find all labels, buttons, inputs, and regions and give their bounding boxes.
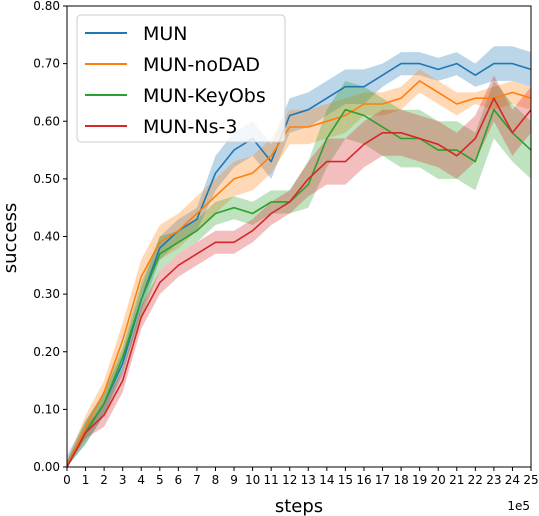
x-tick-label: 3 xyxy=(119,473,127,487)
x-tick-label: 10 xyxy=(245,473,260,487)
y-axis-ticks: 0.00 0.10 0.20 0.30 0.40 0.50 0.60 0.70 0.80 xyxy=(33,0,67,474)
x-tick-label: 13 xyxy=(301,473,316,487)
x-tick-label: 22 xyxy=(468,473,483,487)
x-tick-label: 24 xyxy=(505,473,520,487)
x-tick-label: 17 xyxy=(375,473,390,487)
x-tick-label: 8 xyxy=(212,473,220,487)
x-tick-label: 1 xyxy=(82,473,90,487)
series-line-1 xyxy=(66,80,532,468)
y-axis-label: success xyxy=(0,203,21,273)
y-tick-label: 0.70 xyxy=(33,57,60,71)
x-tick-label: 16 xyxy=(356,473,371,487)
legend-box xyxy=(76,14,286,143)
x-tick-label: 20 xyxy=(431,473,446,487)
x-axis-label: steps xyxy=(275,496,323,516)
y-tick-label: 0.00 xyxy=(33,460,60,474)
x-axis-ticks: 0 1 2 3 4 5 6 7 8 9 10 11 12 13 14 15 16 17 18 19 20 21 22 23 24… xyxy=(63,467,539,487)
x-tick-label: 12 xyxy=(282,473,297,487)
y-tick-label: 0.80 xyxy=(33,0,60,13)
x-tick-label: 19 xyxy=(412,473,427,487)
x-tick-label: 5 xyxy=(156,473,164,487)
y-tick-label: 0.40 xyxy=(33,230,60,244)
band-0 xyxy=(67,46,531,468)
legend: MUN MUN-noDAD MUN-KeyObs MUN-Ns-3 xyxy=(76,14,286,143)
x-tick-label: 15 xyxy=(338,473,353,487)
series-line-2 xyxy=(66,108,532,468)
x-tick-label: 11 xyxy=(264,473,279,487)
x-tick-label: 0 xyxy=(63,473,71,487)
legend-label-0: MUN xyxy=(143,23,188,45)
series-line-3 xyxy=(66,97,532,468)
y-tick-label: 0.50 xyxy=(33,172,60,186)
x-tick-label: 14 xyxy=(319,473,334,487)
series-lines xyxy=(66,62,532,468)
x-axis-offset-label: 1e5 xyxy=(507,499,530,513)
x-tick-label: 4 xyxy=(137,473,145,487)
x-tick-label: 18 xyxy=(393,473,408,487)
x-tick-label: 6 xyxy=(175,473,183,487)
legend-label-2: MUN-KeyObs xyxy=(143,85,266,107)
x-tick-label: 21 xyxy=(449,473,464,487)
legend-label-1: MUN-noDAD xyxy=(143,54,260,76)
legend-label-3: MUN-Ns-3 xyxy=(143,116,237,138)
y-tick-label: 0.60 xyxy=(33,114,60,128)
y-tick-label: 0.10 xyxy=(33,402,60,416)
x-tick-label: 9 xyxy=(230,473,238,487)
band-3 xyxy=(67,75,531,467)
x-tick-label: 2 xyxy=(100,473,108,487)
x-tick-label: 23 xyxy=(486,473,501,487)
x-tick-label: 25 xyxy=(523,473,538,487)
y-tick-label: 0.30 xyxy=(33,287,60,301)
y-tick-label: 0.20 xyxy=(33,345,60,359)
x-tick-label: 7 xyxy=(193,473,201,487)
